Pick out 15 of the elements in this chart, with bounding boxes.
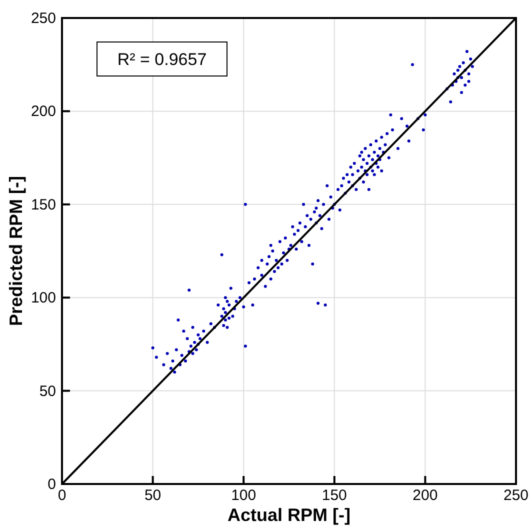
y-tick-label: 50 — [39, 382, 56, 400]
y-tick-label: 200 — [30, 103, 56, 120]
x-tick-label: 200 — [412, 487, 438, 504]
y-tick-label: 0 — [48, 476, 56, 493]
x-tick-label: 250 — [503, 487, 529, 504]
x-tick-label: 150 — [322, 487, 347, 504]
y-axis-title: Predicted RPM [-] — [6, 176, 26, 326]
y-tick-label: 100 — [30, 290, 56, 307]
annotation: R² = 0.9657 — [117, 50, 207, 69]
x-tick-label: 50 — [144, 487, 162, 504]
y-tick-label: 150 — [30, 196, 56, 214]
x-tick-label: 100 — [231, 487, 256, 504]
x-tick-label: 0 — [58, 487, 66, 504]
y-tick-label: 250 — [30, 10, 56, 27]
x-axis-title: Actual RPM [-] — [228, 505, 350, 525]
